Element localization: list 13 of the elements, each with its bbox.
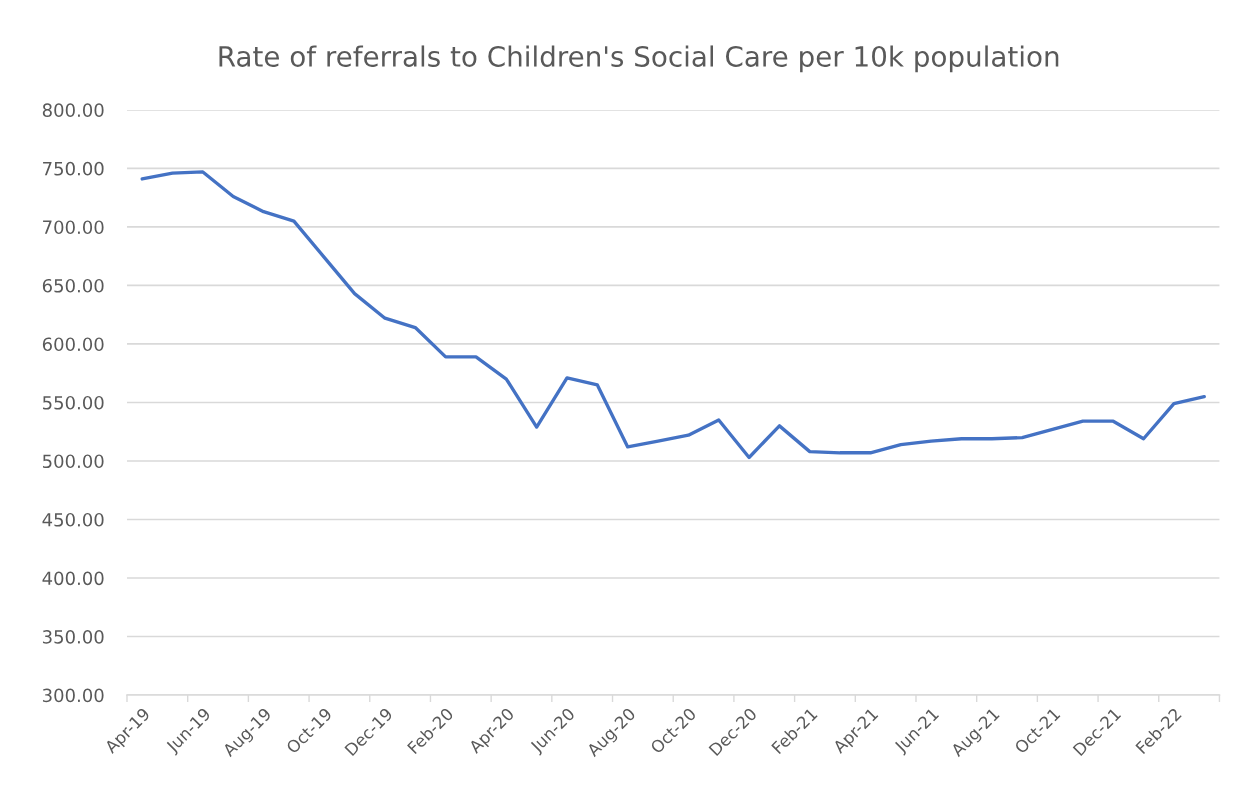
line-series: [140, 170, 1206, 460]
y-tick-label: 650.00: [42, 278, 104, 293]
y-tick-label: 450.00: [42, 512, 104, 527]
y-tick-label: 400.00: [42, 571, 104, 586]
y-tick-label: 500.00: [42, 454, 104, 469]
y-tick-label: 750.00: [43, 161, 104, 176]
y-tick-label: 700.00: [43, 220, 104, 235]
y-tick-label: 550.00: [42, 395, 104, 410]
y-tick-label: 800.00: [42, 103, 104, 118]
y-tick-label: 300.00: [42, 688, 104, 703]
y-tick-label: 350.00: [42, 629, 104, 644]
y-tick-label: 600.00: [42, 337, 104, 352]
chart-title: Rate of referrals to Children's Social Care per 10k population: [219, 45, 1059, 73]
